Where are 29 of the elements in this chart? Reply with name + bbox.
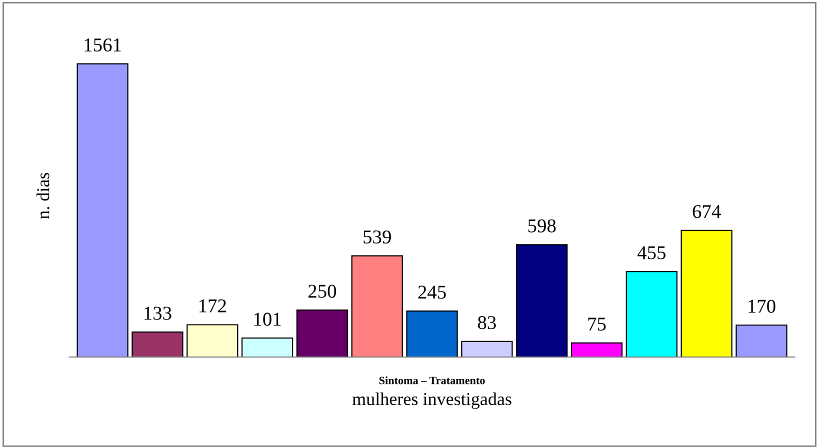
bar <box>736 324 788 358</box>
bar <box>626 271 678 358</box>
y-axis-title: n. dias <box>36 172 50 219</box>
data-label: 101 <box>254 312 281 326</box>
bar <box>351 255 403 358</box>
data-label: 674 <box>692 205 721 218</box>
bar <box>132 332 184 358</box>
data-label: 83 <box>478 316 496 330</box>
bar <box>570 342 623 358</box>
bar <box>680 230 732 358</box>
data-label: 172 <box>200 299 226 312</box>
bar <box>186 324 238 358</box>
bar <box>76 63 128 358</box>
data-label: 455 <box>637 246 666 260</box>
bar <box>296 310 348 358</box>
data-label: 133 <box>144 306 172 320</box>
data-label: 1561 <box>84 38 121 52</box>
x-axis-title: mulheres investigadas <box>352 392 512 409</box>
data-label: 245 <box>418 286 446 299</box>
bar <box>241 338 294 358</box>
data-label: 250 <box>308 284 336 298</box>
bar <box>406 310 458 358</box>
data-label: 539 <box>364 230 391 244</box>
data-label: 75 <box>588 318 606 331</box>
data-label: 598 <box>528 219 556 232</box>
data-label: 170 <box>748 300 776 313</box>
text: Sintoma – Tratamento <box>379 376 485 384</box>
bar <box>461 340 513 358</box>
bar <box>516 244 568 358</box>
